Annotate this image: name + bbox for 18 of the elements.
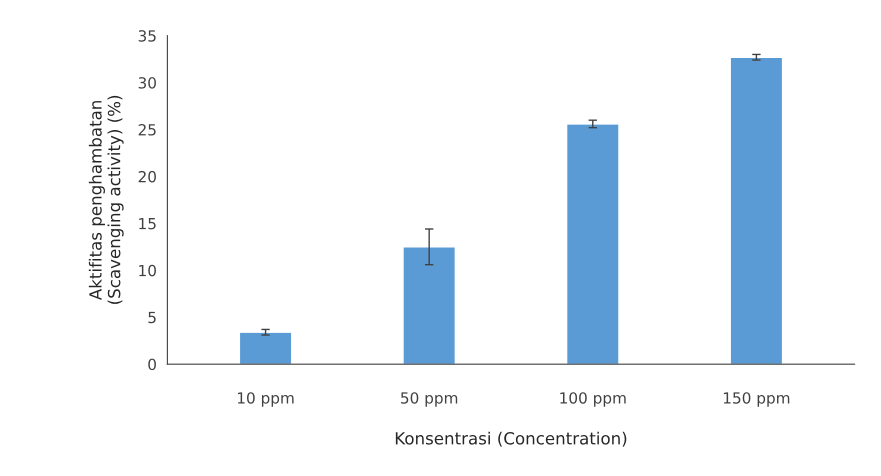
y-tick-label: 25 — [138, 124, 156, 136]
x-axis-title: Konsentrasi (Concentration) — [396, 432, 626, 447]
bar — [402, 246, 456, 364]
y-tick-label: 15 — [139, 218, 156, 230]
x-tick-label: 50 ppm — [401, 392, 458, 407]
x-tick-label: 100 ppm — [560, 392, 626, 407]
y-tick-label: 35 — [138, 30, 156, 42]
y-tick-label: 0 — [148, 358, 156, 370]
y-tick-label: 5 — [148, 312, 156, 324]
x-tick-label: 150 ppm — [724, 392, 790, 407]
bar — [566, 123, 620, 364]
x-tick-label: 10 ppm — [238, 392, 294, 407]
bar — [730, 56, 784, 364]
y-tick-label: 30 — [138, 77, 156, 89]
y-axis-title: Aktifitas penghambatan (Scavenging activity) (%) — [88, 96, 124, 304]
y-tick-label: 10 — [139, 264, 156, 276]
bar — [238, 332, 292, 364]
y-tick-label: 20 — [138, 170, 156, 182]
